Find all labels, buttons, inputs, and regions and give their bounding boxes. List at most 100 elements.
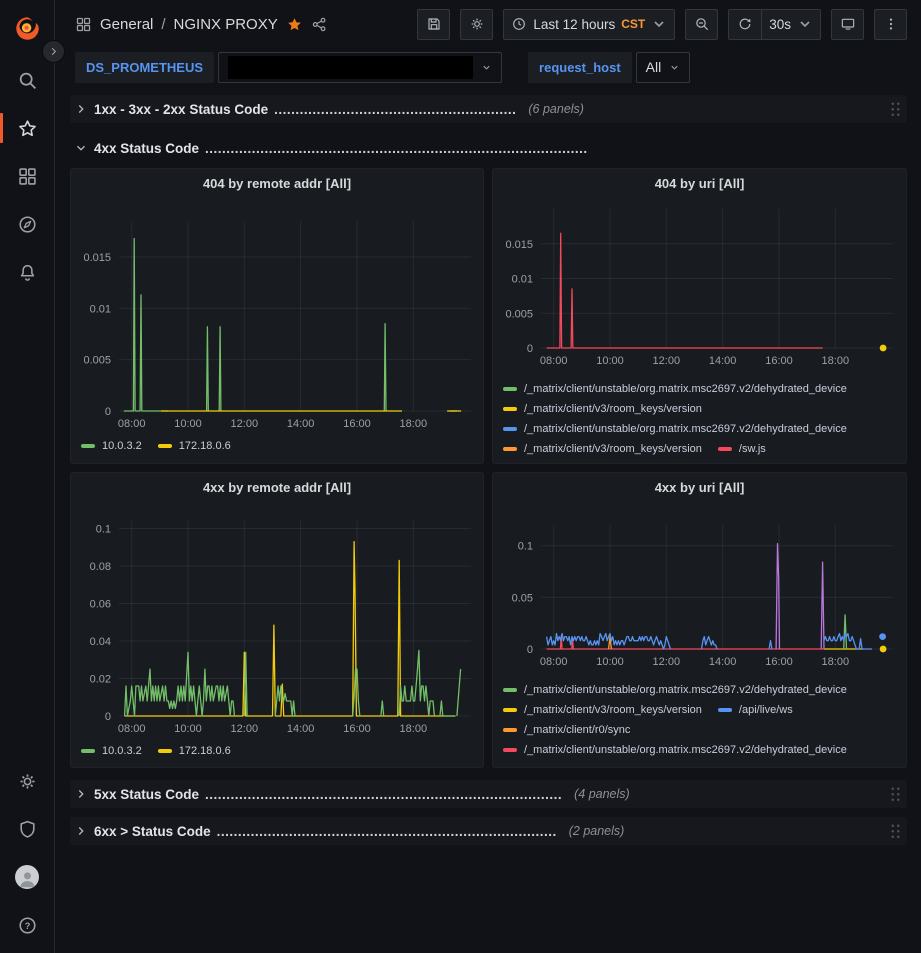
person-icon <box>20 872 34 888</box>
svg-text:12:00: 12:00 <box>653 355 681 367</box>
zoom-out-time-button[interactable] <box>685 8 719 40</box>
time-series-chart[interactable]: 0 0.005 0.01 0.015 08:00 10:00 12:00 14:00 16:00… <box>71 221 483 433</box>
legend-label: 172.18.0.6 <box>178 745 231 757</box>
legend-item[interactable]: /_matrix/client/v3/room_keys/version <box>503 440 702 458</box>
legend-item[interactable]: /_matrix/client/v3/room_keys/version <box>503 701 702 719</box>
svg-text:0.015: 0.015 <box>83 252 111 264</box>
dashboard-settings-button[interactable] <box>460 8 494 40</box>
legend-item[interactable]: 10.0.3.2 <box>81 437 142 455</box>
row-drag-handle[interactable] <box>890 785 901 803</box>
refresh-interval-label: 30s <box>769 16 791 32</box>
sidebar-item-search[interactable] <box>0 56 55 104</box>
chart-legend: /_matrix/client/unstable/org.matrix.msc2… <box>493 671 906 759</box>
grafana-logo-icon <box>15 16 39 40</box>
panel-title[interactable]: 404 by remote addr [All] <box>202 175 352 191</box>
refresh-button[interactable] <box>728 8 762 40</box>
legend-item[interactable]: /_matrix/client/r0/sync <box>503 721 630 739</box>
toolbar: Last 12 hours CST 30s <box>417 8 907 40</box>
panel-title[interactable]: 404 by uri [All] <box>654 175 745 191</box>
favorite-star-icon[interactable] <box>286 16 303 33</box>
row-6xx[interactable]: 6xx > Status Code ......................… <box>70 817 907 845</box>
legend-color-dash <box>503 688 517 692</box>
svg-text:12:00: 12:00 <box>231 418 259 430</box>
top-navbar: General / NGINX PROXY Last 12 hours CST <box>55 0 921 48</box>
row-drag-handle[interactable] <box>890 100 901 118</box>
svg-text:10:00: 10:00 <box>174 723 202 735</box>
sidebar-item-alerting[interactable] <box>0 248 55 296</box>
refresh-interval-picker[interactable]: 30s <box>761 8 821 40</box>
panel-title[interactable]: 4xx by uri [All] <box>654 479 745 495</box>
share-icon[interactable] <box>311 16 328 33</box>
sidebar-item-server-admin[interactable] <box>0 805 55 853</box>
time-series-chart[interactable]: 0 0.05 0.1 08:00 10:00 12:00 14:00 16:00 18:00 <box>493 525 906 671</box>
legend-color-dash <box>503 447 517 451</box>
legend-item[interactable]: 172.18.0.6 <box>157 437 231 455</box>
legend-item[interactable]: /_matrix/client/v3/room_keys/version <box>503 400 702 418</box>
variable-value-request-host[interactable]: All <box>635 51 691 83</box>
sidebar-expand-button[interactable] <box>42 40 65 63</box>
time-series-chart[interactable]: 0 0.02 0.04 0.06 0.08 0.1 08:00 10:00 12:00 14:00… <box>71 521 483 738</box>
legend-label: /_matrix/client/v3/room_keys/version <box>524 403 702 415</box>
sidebar-item-starred[interactable] <box>0 104 55 152</box>
svg-text:18:00: 18:00 <box>822 656 850 668</box>
legend-label: /_matrix/client/unstable/org.matrix.msc2… <box>524 744 847 756</box>
panel-title[interactable]: 4xx by remote addr [All] <box>202 479 352 495</box>
row-5xx[interactable]: 5xx Status Code ........................… <box>70 780 907 808</box>
svg-text:0.05: 0.05 <box>512 592 533 604</box>
svg-text:0: 0 <box>527 343 533 355</box>
variable-label-ds-prometheus[interactable]: DS_PROMETHEUS <box>75 51 215 83</box>
svg-text:16:00: 16:00 <box>343 723 371 735</box>
legend-color-dash <box>717 708 732 712</box>
legend-label: /_matrix/client/unstable/org.matrix.msc2… <box>524 423 847 435</box>
time-series-chart[interactable]: 0 0.005 0.01 0.015 08:00 10:00 12:00 14:00 16:00… <box>493 209 906 370</box>
row-drag-handle[interactable] <box>890 822 901 840</box>
legend-item[interactable]: /_matrix/client/unstable/org.matrix.msc2… <box>503 681 847 699</box>
legend-label: /_matrix/client/unstable/org.matrix.msc2… <box>524 383 847 395</box>
chart-legend: 10.0.3.2 172.18.0.6 <box>71 738 483 760</box>
row-title: 4xx Status Code <box>94 140 200 156</box>
legend-item[interactable]: /sw.js <box>717 440 766 458</box>
sidebar-item-dashboards[interactable] <box>0 152 55 200</box>
sidebar-item-configuration[interactable] <box>0 757 55 805</box>
variable-label-request-host[interactable]: request_host <box>528 51 632 83</box>
breadcrumb-section[interactable]: General <box>100 15 154 33</box>
legend-color-dash <box>503 387 517 391</box>
sidebar-item-profile[interactable] <box>0 853 55 901</box>
svg-text:18:00: 18:00 <box>400 723 428 735</box>
legend-item[interactable]: 10.0.3.2 <box>81 742 142 760</box>
save-dashboard-button[interactable] <box>417 8 451 40</box>
sidebar-item-help[interactable]: ? <box>0 901 55 949</box>
svg-text:0: 0 <box>527 644 533 656</box>
svg-text:18:00: 18:00 <box>400 418 428 430</box>
time-range-picker[interactable]: Last 12 hours CST <box>503 8 676 40</box>
legend-color-dash <box>503 427 517 431</box>
row-4xx[interactable]: 4xx Status Code ........................… <box>70 135 907 161</box>
variable-value-ds-prometheus[interactable] <box>218 51 503 83</box>
legend-item[interactable]: /_matrix/client/unstable/org.matrix.msc2… <box>503 741 847 759</box>
legend-item[interactable]: /_matrix/client/unstable/org.matrix.msc2… <box>503 420 847 438</box>
sidebar-bottom-group: ? <box>0 757 55 953</box>
row-title-dots: ........................................… <box>274 101 517 117</box>
svg-text:0: 0 <box>105 406 111 418</box>
dashboards-grid-icon <box>18 167 36 185</box>
grafana-logo[interactable] <box>0 0 55 56</box>
timezone-label: CST <box>621 17 646 31</box>
dashboard-title[interactable]: NGINX PROXY <box>173 15 278 33</box>
legend-item[interactable]: /api/live/ws <box>717 701 793 719</box>
tv-mode-button[interactable] <box>831 8 864 40</box>
apps-grid-icon[interactable] <box>75 16 92 33</box>
svg-text:10:00: 10:00 <box>596 656 624 668</box>
dashboard-content: General / NGINX PROXY Last 12 hours CST <box>55 0 921 953</box>
svg-text:0.06: 0.06 <box>90 599 111 611</box>
more-options-button[interactable] <box>874 8 907 40</box>
svg-text:18:00: 18:00 <box>822 355 850 367</box>
chart-legend: /_matrix/client/unstable/org.matrix.msc2… <box>493 370 906 458</box>
row-1xx-3xx-2xx[interactable]: 1xx - 3xx - 2xx Status Code ............… <box>70 95 907 123</box>
legend-item[interactable]: /_matrix/client/unstable/org.matrix.msc2… <box>503 380 847 398</box>
svg-text:16:00: 16:00 <box>765 656 793 668</box>
sidebar: ? <box>0 0 65 953</box>
sidebar-item-explore[interactable] <box>0 200 55 248</box>
chevron-right-icon <box>74 824 88 838</box>
svg-text:08:00: 08:00 <box>540 656 568 668</box>
legend-item[interactable]: 172.18.0.6 <box>157 742 231 760</box>
